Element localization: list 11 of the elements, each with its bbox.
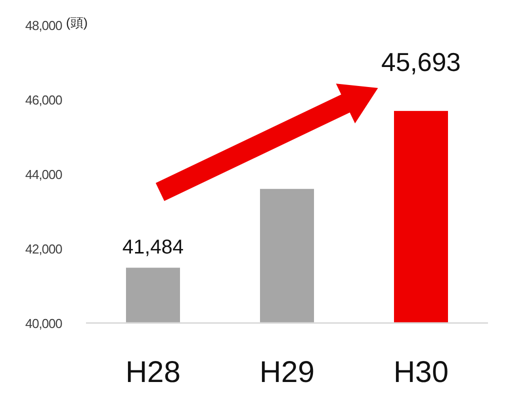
y-tick-label: 46,000 (25, 92, 62, 108)
y-tick-label: 44,000 (25, 167, 62, 182)
y-tick-label: 48,000 (25, 18, 62, 33)
x-tick-label: H30 (393, 356, 449, 389)
x-tick-label: H29 (259, 356, 315, 389)
y-axis-title: (頭) (66, 15, 88, 30)
y-tick-label: 42,000 (25, 242, 62, 256)
data-label: 45,693 (381, 46, 461, 77)
y-tick-label: 40,000 (25, 316, 62, 331)
data-label: 41,484 (122, 236, 184, 259)
x-tick-label: H28 (125, 356, 181, 389)
